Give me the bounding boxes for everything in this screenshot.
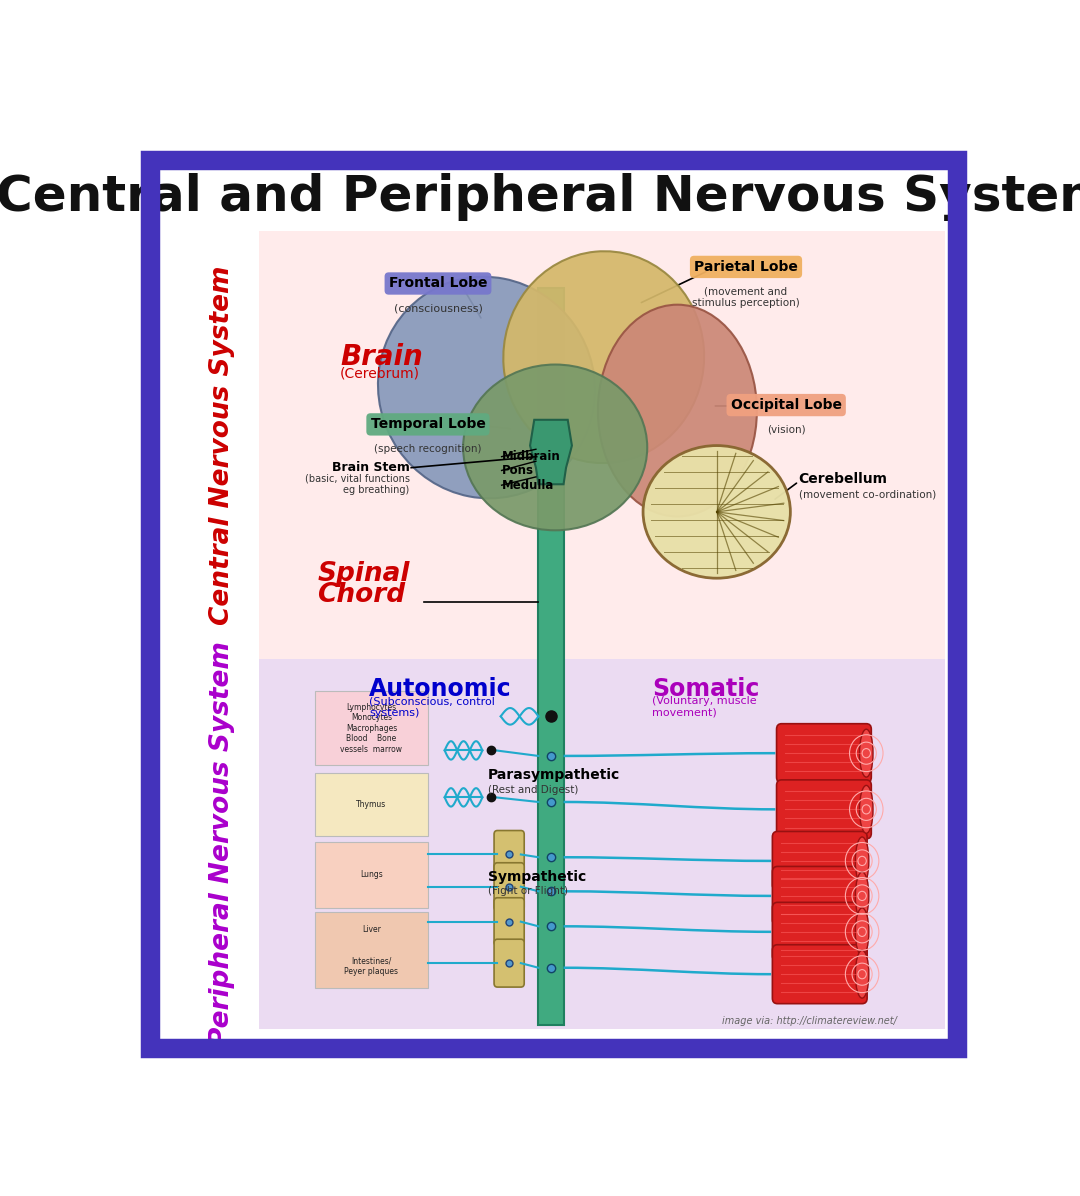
Text: Parasympathetic: Parasympathetic xyxy=(488,768,621,782)
Text: Lungs: Lungs xyxy=(360,871,382,879)
Ellipse shape xyxy=(860,786,873,834)
Ellipse shape xyxy=(855,908,868,956)
Text: Frontal Lobe: Frontal Lobe xyxy=(389,276,487,291)
Ellipse shape xyxy=(598,305,757,517)
Text: Temporal Lobe: Temporal Lobe xyxy=(370,417,485,432)
Bar xyxy=(315,691,428,765)
Text: Thymus: Thymus xyxy=(356,800,387,810)
Bar xyxy=(315,842,428,908)
Polygon shape xyxy=(530,420,572,484)
Bar xyxy=(315,913,428,988)
Text: (basic, vital functions
eg breathing): (basic, vital functions eg breathing) xyxy=(305,474,409,495)
FancyBboxPatch shape xyxy=(777,780,872,838)
Text: Brain: Brain xyxy=(340,343,422,371)
Text: (Cerebrum): (Cerebrum) xyxy=(340,367,420,380)
Text: Central and Peripheral Nervous System: Central and Peripheral Nervous System xyxy=(0,173,1080,221)
Ellipse shape xyxy=(463,365,647,530)
Bar xyxy=(259,659,945,1030)
FancyBboxPatch shape xyxy=(772,866,867,926)
FancyBboxPatch shape xyxy=(777,724,872,782)
Bar xyxy=(315,774,428,836)
FancyBboxPatch shape xyxy=(772,831,867,890)
Text: Spinal: Spinal xyxy=(318,561,409,587)
Text: (Voluntary, muscle
movement): (Voluntary, muscle movement) xyxy=(652,696,757,718)
Ellipse shape xyxy=(855,872,868,920)
FancyBboxPatch shape xyxy=(772,902,867,962)
Text: Lymphocytes
Monocytes
Macrophages
Blood    Bone
vessels  marrow: Lymphocytes Monocytes Macrophages Blood … xyxy=(340,703,403,753)
Text: Central Nervous System: Central Nervous System xyxy=(210,266,235,626)
Text: image via: http://climatereview.net/: image via: http://climatereview.net/ xyxy=(721,1017,896,1026)
Text: (speech recognition): (speech recognition) xyxy=(374,444,482,453)
Text: (Subconscious, control
systems): (Subconscious, control systems) xyxy=(369,696,496,718)
Text: Liver


Intestines/
Peyer plaques: Liver Intestines/ Peyer plaques xyxy=(345,925,399,976)
Ellipse shape xyxy=(503,251,704,463)
Text: Somatic: Somatic xyxy=(652,677,759,701)
Text: Brain Stem: Brain Stem xyxy=(332,462,409,474)
Text: (Fight or Flight): (Fight or Flight) xyxy=(488,886,568,896)
Ellipse shape xyxy=(855,837,868,885)
Text: (vision): (vision) xyxy=(767,425,806,434)
FancyBboxPatch shape xyxy=(494,862,524,910)
Ellipse shape xyxy=(643,446,791,578)
Text: Medulla: Medulla xyxy=(501,478,554,492)
Text: (movement co-ordination): (movement co-ordination) xyxy=(799,489,936,500)
FancyBboxPatch shape xyxy=(772,945,867,1003)
Text: Sympathetic: Sympathetic xyxy=(488,869,586,884)
Text: Cerebellum: Cerebellum xyxy=(799,471,888,486)
Text: Peripheral Nervous System: Peripheral Nervous System xyxy=(210,641,235,1045)
Text: Pons: Pons xyxy=(501,464,534,477)
Text: (Rest and Digest): (Rest and Digest) xyxy=(488,785,579,795)
Ellipse shape xyxy=(855,951,868,999)
Text: (consciousness): (consciousness) xyxy=(393,304,483,313)
Text: Chord: Chord xyxy=(318,581,406,608)
FancyBboxPatch shape xyxy=(494,830,524,878)
Text: Occipital Lobe: Occipital Lobe xyxy=(731,398,841,413)
FancyBboxPatch shape xyxy=(494,939,524,987)
Bar xyxy=(539,288,564,1025)
Text: Midbrain: Midbrain xyxy=(501,450,561,463)
Ellipse shape xyxy=(860,730,873,777)
Text: (movement and
stimulus perception): (movement and stimulus perception) xyxy=(692,286,800,307)
Bar xyxy=(259,231,945,659)
Ellipse shape xyxy=(378,276,595,499)
Text: Autonomic: Autonomic xyxy=(369,677,512,701)
Text: Parietal Lobe: Parietal Lobe xyxy=(694,260,798,274)
FancyBboxPatch shape xyxy=(494,898,524,946)
